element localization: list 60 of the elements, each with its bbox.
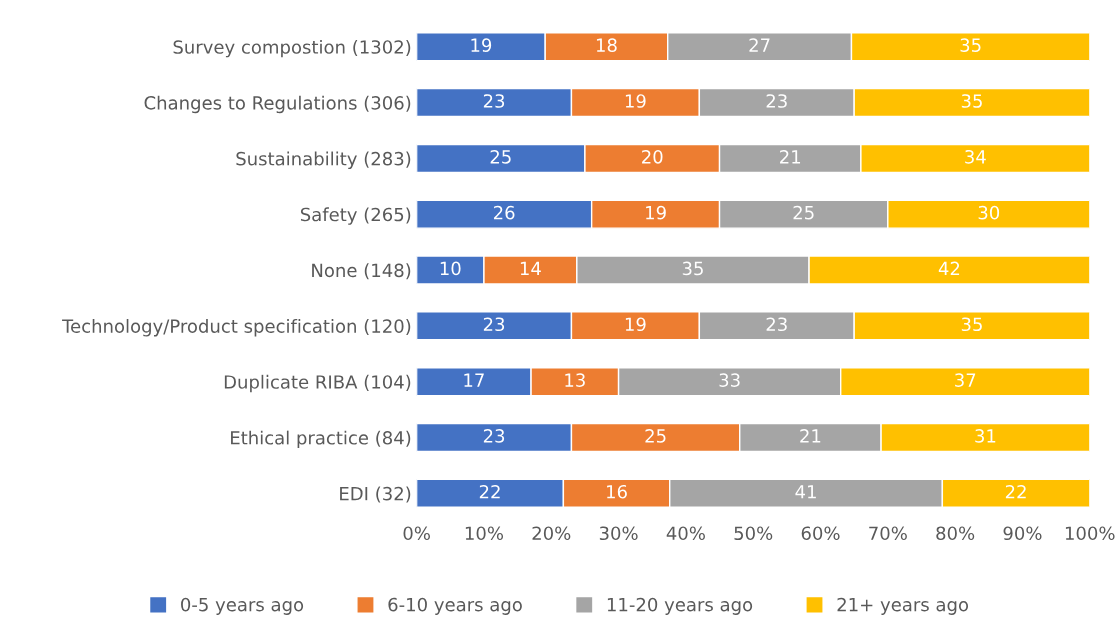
data-label: 35: [961, 317, 982, 332]
data-label: 35: [960, 38, 981, 52]
data-label: 25: [645, 429, 666, 443]
data-label: 19: [625, 94, 646, 108]
x-tick-label: 50%: [734, 526, 773, 541]
x-tick-label: 80%: [936, 526, 975, 541]
data-label: 18: [596, 38, 617, 52]
data-label: 19: [471, 38, 492, 52]
y-tick-label: Safety (265): [300, 207, 411, 225]
x-tick-label: 20%: [532, 526, 571, 541]
x-tick-label: 90%: [1003, 526, 1042, 541]
data-label: 23: [483, 94, 505, 108]
data-label: 25: [793, 205, 814, 220]
data-label: 25: [490, 149, 511, 164]
x-tick-label: 60%: [801, 526, 840, 541]
legend-label: 0-5 years ago: [181, 597, 304, 615]
data-label: 37: [955, 373, 976, 387]
data-label: 14: [520, 261, 541, 276]
data-label: 31: [975, 429, 996, 443]
data-label: 35: [682, 261, 703, 276]
y-tick-label: Ethical practice (84): [231, 430, 411, 449]
data-label: 33: [719, 373, 740, 387]
y-tick-label: Sustainability (283): [236, 151, 411, 170]
data-label: 10: [440, 261, 461, 276]
data-label: 19: [646, 205, 666, 220]
y-tick-label: Changes to Regulations (306): [144, 95, 411, 114]
data-label: 22: [1005, 484, 1026, 499]
y-tick-label: Technology/Product specification (120): [62, 319, 411, 337]
data-label: 13: [565, 373, 585, 387]
data-label: 23: [766, 317, 787, 332]
x-tick-label: 70%: [869, 526, 907, 541]
data-label: 41: [795, 485, 816, 499]
data-label: 30: [978, 205, 1000, 220]
data-label: 21: [800, 429, 821, 443]
y-tick-label: Survey compostion (1302): [173, 39, 411, 58]
data-label: 20: [642, 149, 663, 164]
x-tick-label: 40%: [666, 526, 705, 541]
x-tick-label: 100%: [1065, 526, 1115, 541]
x-tick-label: 30%: [599, 526, 638, 541]
data-label: 21: [780, 149, 801, 164]
data-label: 27: [749, 38, 770, 52]
data-label: 23: [483, 317, 505, 332]
data-label: 35: [961, 94, 982, 108]
y-tick-label: None (148): [312, 263, 411, 280]
data-label: 23: [766, 94, 787, 108]
x-tick-label: 10%: [465, 526, 504, 541]
data-label: 16: [607, 484, 627, 499]
data-label: 34: [965, 149, 986, 164]
data-label: 23: [483, 429, 505, 443]
y-tick-label: EDI (32): [340, 486, 411, 503]
legend-label: 11-20 years ago: [607, 597, 753, 615]
data-label: 19: [625, 317, 646, 332]
legend-label: 6-10 years ago: [388, 597, 522, 615]
legend-label: 21+ years ago: [837, 597, 969, 615]
data-label: 26: [493, 205, 515, 220]
y-tick-label: Duplicate RIBA (104): [224, 374, 411, 393]
data-label: 22: [479, 484, 500, 499]
data-label: 17: [464, 373, 484, 387]
data-label: 42: [938, 261, 960, 276]
x-tick-label: 0%: [403, 526, 430, 541]
